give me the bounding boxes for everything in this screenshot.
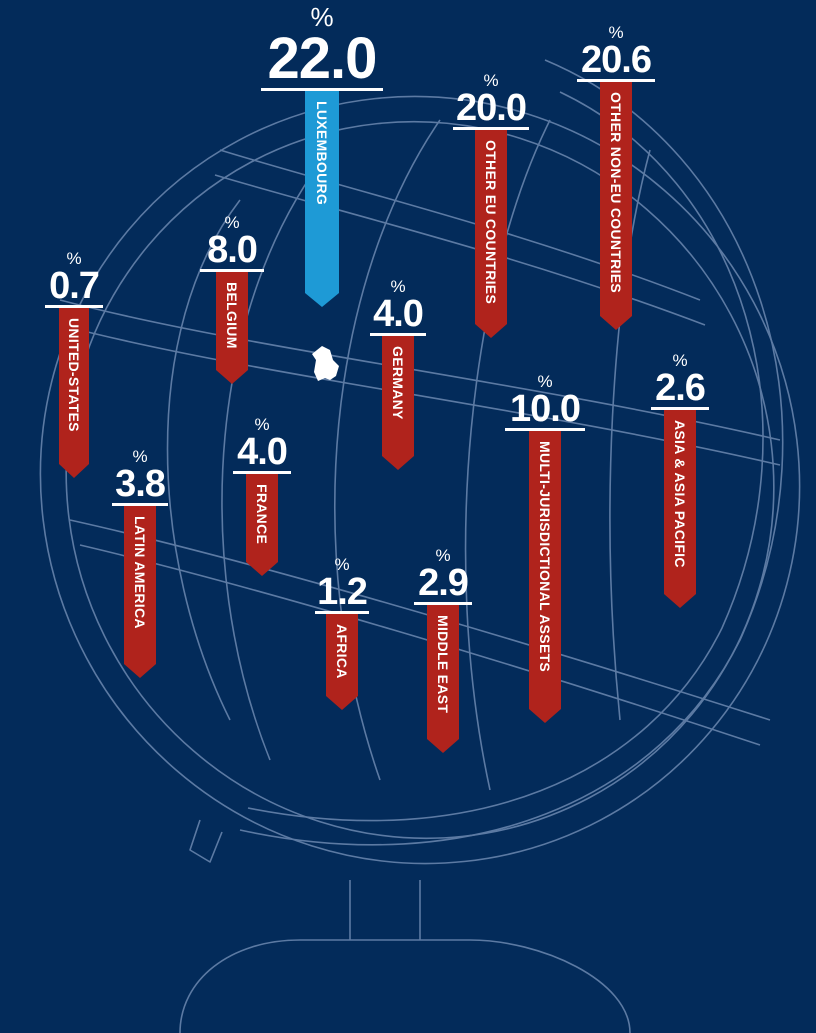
ribbon-asia-asia-pacific: ASIA & ASIA PACIFIC bbox=[664, 410, 696, 608]
category-label-other-non-eu-countries: OTHER NON-EU COUNTRIES bbox=[608, 92, 624, 294]
bar-latin-america: % 3.8 LATIN AMERICA bbox=[112, 448, 168, 678]
category-label-multi-jurisdictional-assets: MULTI-JURISDICTIONAL ASSETS bbox=[537, 441, 553, 673]
category-label-united-states: UNITED-STATES bbox=[66, 318, 82, 432]
category-label-other-eu-countries: OTHER EU COUNTRIES bbox=[483, 140, 499, 305]
category-label-france: FRANCE bbox=[254, 484, 270, 545]
ribbon-france: FRANCE bbox=[246, 474, 278, 576]
percent-sign: % bbox=[483, 71, 499, 90]
ribbon-other-non-eu-countries: OTHER NON-EU COUNTRIES bbox=[600, 82, 632, 330]
value-rule bbox=[414, 602, 472, 605]
bar-germany: % 4.0 GERMANY bbox=[370, 278, 426, 470]
percent-sign: % bbox=[390, 277, 406, 296]
value-label-other-eu-countries: 20.0 bbox=[456, 87, 527, 129]
value-rule bbox=[45, 305, 103, 308]
value-rule bbox=[453, 127, 529, 130]
ribbon-luxembourg: LUXEMBOURG bbox=[305, 91, 339, 307]
percent-sign: % bbox=[334, 555, 350, 574]
value-rule bbox=[200, 269, 264, 272]
value-rule bbox=[315, 611, 369, 614]
bar-middle-east: % 2.9 MIDDLE EAST bbox=[414, 547, 472, 753]
ribbon-united-states: UNITED-STATES bbox=[59, 308, 89, 478]
percent-sign: % bbox=[435, 546, 451, 565]
ribbon-other-eu-countries: OTHER EU COUNTRIES bbox=[475, 130, 507, 338]
percent-sign: % bbox=[66, 249, 82, 268]
ribbon-multi-jurisdictional-assets: MULTI-JURISDICTIONAL ASSETS bbox=[529, 431, 561, 723]
category-label-germany: GERMANY bbox=[390, 346, 406, 420]
value-label-asia-asia-pacific: 2.6 bbox=[655, 367, 706, 409]
bar-other-non-eu-countries: % 20.6 OTHER NON-EU COUNTRIES bbox=[577, 24, 655, 330]
ribbon-africa: AFRICA bbox=[326, 614, 358, 710]
ribbon-belgium: BELGIUM bbox=[216, 272, 248, 384]
value-rule bbox=[370, 333, 426, 336]
value-rule bbox=[505, 428, 585, 431]
bar-multi-jurisdictional-assets: % 10.0 MULTI-JURISDICTIONAL ASSETS bbox=[505, 373, 585, 723]
bar-other-eu-countries: % 20.0 OTHER EU COUNTRIES bbox=[453, 72, 529, 338]
percent-sign: % bbox=[254, 415, 270, 434]
bar-france: % 4.0 FRANCE bbox=[233, 416, 291, 576]
percent-sign: % bbox=[672, 351, 688, 370]
value-label-united-states: 0.7 bbox=[49, 265, 100, 307]
luxembourg-map-icon bbox=[312, 346, 339, 381]
value-rule bbox=[261, 88, 383, 91]
value-label-france: 4.0 bbox=[237, 431, 288, 473]
category-label-belgium: BELGIUM bbox=[224, 282, 240, 349]
bar-united-states: % 0.7 UNITED-STATES bbox=[45, 250, 103, 478]
value-rule bbox=[651, 407, 709, 410]
value-label-germany: 4.0 bbox=[373, 293, 424, 335]
value-label-multi-jurisdictional-assets: 10.0 bbox=[510, 388, 581, 430]
ribbon-germany: GERMANY bbox=[382, 336, 414, 470]
percent-sign: % bbox=[608, 23, 624, 42]
bar-asia-asia-pacific: % 2.6 ASIA & ASIA PACIFIC bbox=[651, 352, 709, 608]
ribbon-middle-east: MIDDLE EAST bbox=[427, 605, 459, 753]
bar-luxembourg: % 22.0 LUXEMBOURG bbox=[261, 4, 383, 307]
value-label-middle-east: 2.9 bbox=[418, 562, 469, 604]
bar-africa: % 1.2 AFRICA bbox=[315, 556, 369, 710]
percent-sign: % bbox=[224, 213, 240, 232]
value-rule bbox=[233, 471, 291, 474]
value-label-luxembourg: 22.0 bbox=[267, 26, 378, 91]
percent-sign: % bbox=[537, 372, 553, 391]
value-label-latin-america: 3.8 bbox=[115, 463, 166, 505]
category-label-asia-asia-pacific: ASIA & ASIA PACIFIC bbox=[672, 420, 688, 568]
value-label-africa: 1.2 bbox=[317, 571, 368, 613]
category-label-luxembourg: LUXEMBOURG bbox=[314, 101, 330, 206]
category-label-africa: AFRICA bbox=[334, 624, 350, 679]
value-label-other-non-eu-countries: 20.6 bbox=[581, 39, 652, 81]
bar-belgium: % 8.0 BELGIUM bbox=[200, 214, 264, 384]
percent-sign: % bbox=[132, 447, 148, 466]
category-label-middle-east: MIDDLE EAST bbox=[435, 615, 451, 714]
value-label-belgium: 8.0 bbox=[207, 229, 258, 271]
value-rule bbox=[112, 503, 168, 506]
category-label-latin-america: LATIN AMERICA bbox=[132, 516, 148, 629]
ribbon-latin-america: LATIN AMERICA bbox=[124, 506, 156, 678]
value-rule bbox=[577, 79, 655, 82]
percent-sign: % bbox=[310, 2, 334, 32]
